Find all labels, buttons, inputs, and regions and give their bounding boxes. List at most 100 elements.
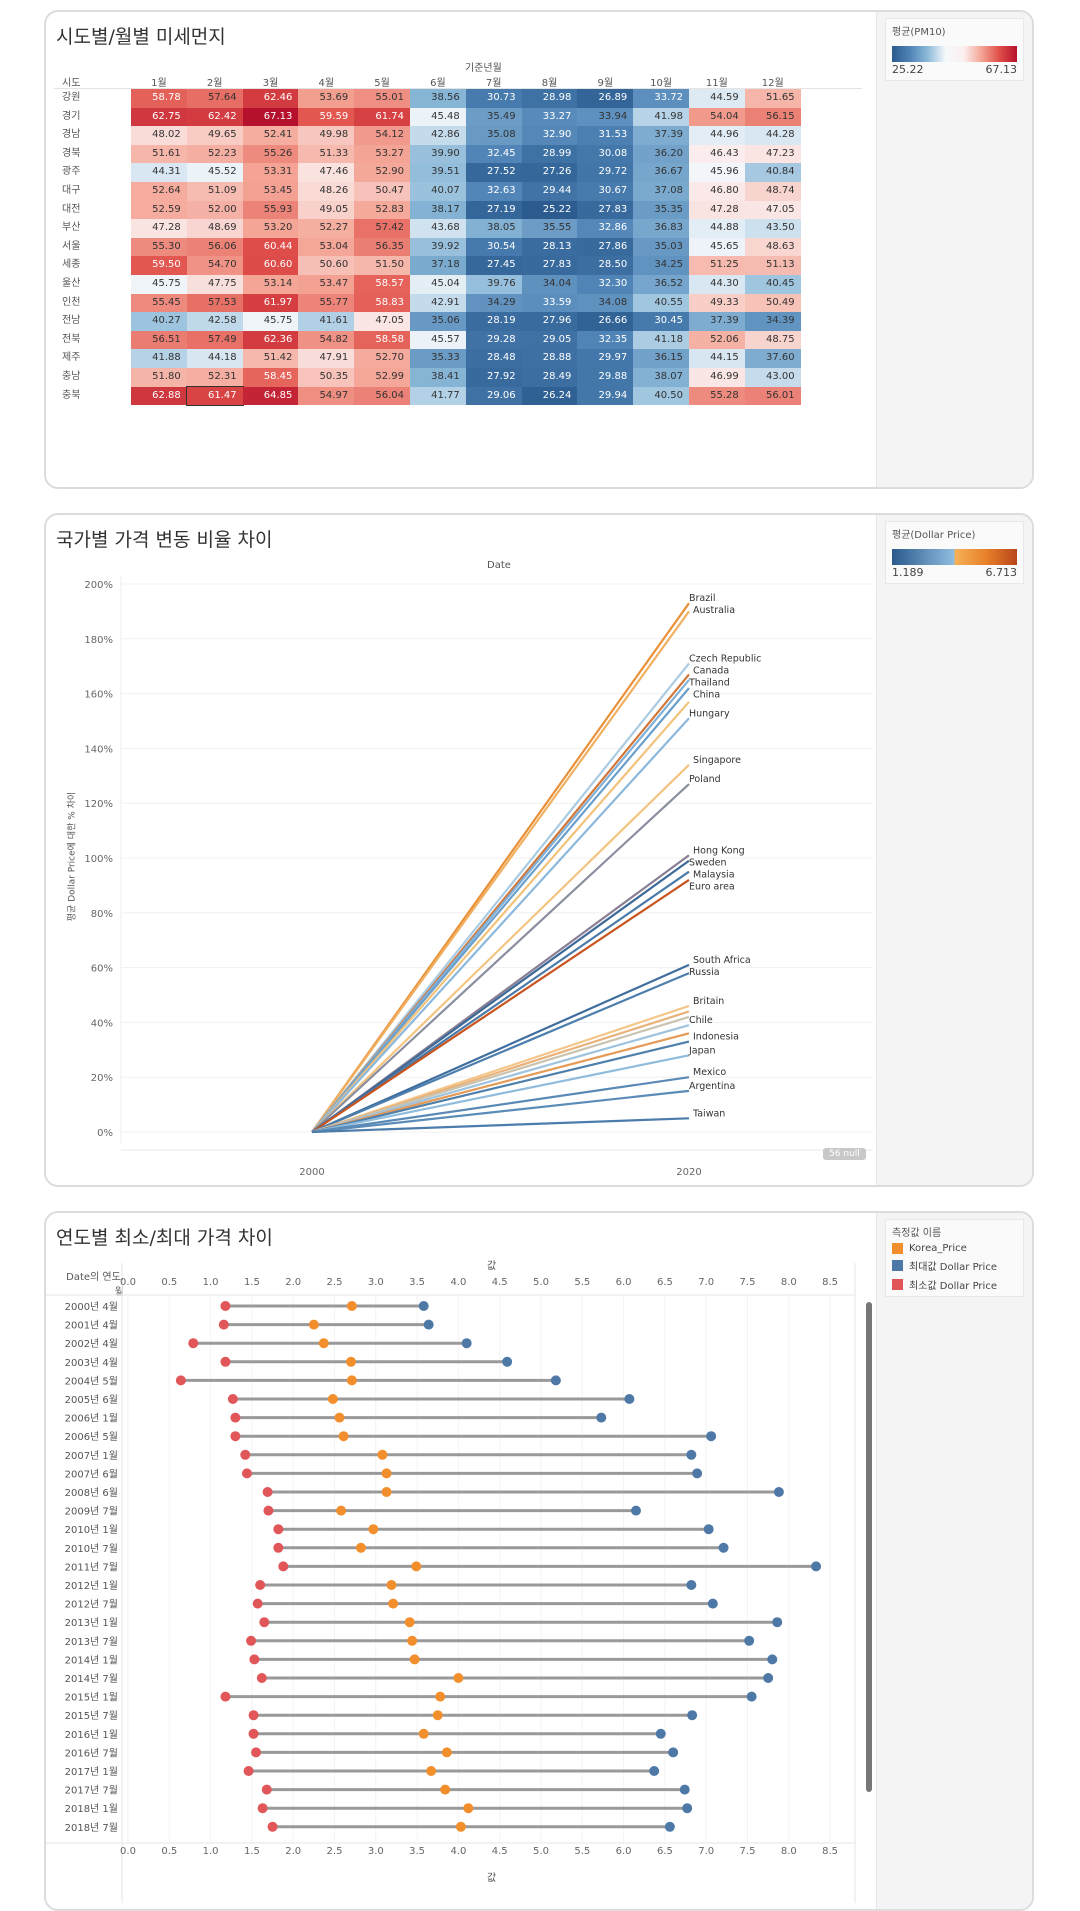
heatmap-cell[interactable]: 28.49 [521,368,578,387]
heatmap-cell[interactable]: 48.69 [186,219,243,238]
heatmap-cell[interactable]: 55.93 [242,200,299,220]
heatmap-cell[interactable]: 48.63 [744,237,801,257]
heatmap-cell[interactable]: 41.77 [410,386,466,406]
heatmap-cell[interactable]: 35.08 [465,126,522,145]
heatmap-cell[interactable]: 54.04 [689,107,745,127]
heatmap-cell[interactable]: 30.67 [577,182,634,201]
heatmap-cell[interactable]: 34.39 [744,312,801,331]
heatmap-cell[interactable]: 54.97 [298,386,355,406]
heatmap-cell[interactable]: 48.02 [131,126,187,145]
heatmap-cell[interactable]: 49.98 [298,126,355,145]
heatmap-cell[interactable]: 62.42 [186,107,243,127]
heatmap-cell[interactable]: 52.31 [186,368,243,387]
heatmap-cell[interactable]: 30.54 [465,237,522,257]
heatmap-cell[interactable]: 40.84 [744,163,801,182]
heatmap-cell[interactable]: 60.44 [242,237,299,257]
heatmap-cell[interactable]: 26.66 [577,312,634,331]
heatmap-cell[interactable]: 50.47 [354,182,410,201]
heatmap-cell[interactable]: 44.30 [689,275,745,294]
heatmap-cell[interactable]: 58.78 [131,89,187,108]
heatmap-cell[interactable]: 34.08 [577,293,634,313]
heatmap-cell[interactable]: 48.26 [298,182,355,201]
heatmap-cell[interactable]: 32.45 [465,144,522,164]
heatmap-cell[interactable]: 27.26 [521,163,578,182]
heatmap-cell[interactable]: 36.20 [633,144,689,164]
heatmap-cell[interactable]: 52.41 [242,126,299,145]
heatmap-cell[interactable]: 32.35 [577,330,634,350]
heatmap-cell[interactable]: 46.80 [689,182,745,201]
heatmap-cell[interactable]: 35.03 [633,237,689,257]
heatmap-cell[interactable]: 67.13 [242,107,299,127]
heatmap-cell[interactable]: 44.31 [131,163,187,182]
heatmap-cell[interactable]: 38.17 [410,200,466,220]
heatmap-cell[interactable]: 28.50 [577,256,634,275]
heatmap-cell[interactable]: 57.42 [354,219,410,238]
heatmap-cell[interactable]: 55.01 [354,89,410,108]
heatmap-cell[interactable]: 45.48 [410,107,466,127]
heatmap-cell[interactable]: 51.80 [131,368,187,387]
heatmap-cell[interactable]: 45.57 [410,330,466,350]
heatmap-cell[interactable]: 29.88 [577,368,634,387]
heatmap-cell[interactable]: 35.06 [410,312,466,331]
heatmap-cell[interactable]: 46.99 [689,368,745,387]
heatmap-cell[interactable]: 44.88 [689,219,745,238]
heatmap-cell[interactable]: 27.96 [521,312,578,331]
heatmap-cell[interactable]: 33.59 [521,293,578,313]
heatmap-cell[interactable]: 47.46 [298,163,355,182]
heatmap-cell[interactable]: 27.83 [521,256,578,275]
heatmap-cell[interactable]: 50.35 [298,368,355,387]
heatmap-cell[interactable]: 37.08 [633,182,689,201]
heatmap-cell[interactable]: 29.05 [521,330,578,350]
heatmap-cell[interactable]: 47.91 [298,349,355,368]
heatmap-cell[interactable]: 56.51 [131,330,187,350]
heatmap-cell[interactable]: 29.72 [577,163,634,182]
heatmap-cell[interactable]: 29.97 [577,349,634,368]
heatmap-cell[interactable]: 55.30 [131,237,187,257]
heatmap-cell[interactable]: 50.60 [298,256,355,275]
heatmap-cell[interactable]: 58.45 [242,368,299,387]
heatmap-cell[interactable]: 33.72 [633,89,689,108]
heatmap-cell[interactable]: 38.05 [465,219,522,238]
heatmap-cell[interactable]: 27.19 [465,200,522,220]
heatmap-cell[interactable]: 36.83 [633,219,689,238]
heatmap-cell[interactable]: 54.12 [354,126,410,145]
heatmap-cell[interactable]: 38.07 [633,368,689,387]
heatmap-cell[interactable]: 39.76 [465,275,522,294]
heatmap-cell[interactable]: 56.01 [744,386,801,406]
heatmap-cell[interactable]: 37.39 [633,126,689,145]
heatmap-cell[interactable]: 61.97 [242,293,299,313]
heatmap-cell[interactable]: 62.88 [131,386,187,406]
heatmap-cell[interactable]: 28.98 [521,89,578,108]
heatmap-cell[interactable]: 40.27 [131,312,187,331]
heatmap-cell[interactable]: 25.22 [521,200,578,220]
heatmap-cell[interactable]: 40.55 [633,293,689,313]
heatmap-cell[interactable]: 29.94 [577,386,634,406]
heatmap-cell[interactable]: 53.04 [298,237,355,257]
heatmap-cell[interactable]: 33.27 [521,107,578,127]
heatmap-cell[interactable]: 43.50 [744,219,801,238]
heatmap-cell[interactable]: 61.74 [354,107,410,127]
heatmap-cell[interactable]: 55.45 [131,293,187,313]
heatmap-cell[interactable]: 35.55 [521,219,578,238]
heatmap-cell[interactable]: 47.28 [689,200,745,220]
heatmap-cell[interactable]: 41.18 [633,330,689,350]
heatmap-cell[interactable]: 56.06 [186,237,243,257]
heatmap-cell[interactable]: 30.45 [633,312,689,331]
heatmap-cell[interactable]: 51.42 [242,349,299,368]
heatmap-cell[interactable]: 53.31 [242,163,299,182]
heatmap-cell[interactable]: 32.30 [577,275,634,294]
heatmap-cell[interactable]: 35.33 [410,349,466,368]
heatmap-cell[interactable]: 51.25 [689,256,745,275]
heatmap-cell[interactable]: 40.07 [410,182,466,201]
heatmap-cell[interactable]: 58.57 [354,275,410,294]
heatmap-cell[interactable]: 30.08 [577,144,634,164]
heatmap-cell[interactable]: 56.35 [354,237,410,257]
heatmap-cell[interactable]: 55.28 [689,386,745,406]
heatmap-cell[interactable]: 62.46 [242,89,299,108]
heatmap-cell[interactable]: 41.88 [131,349,187,368]
legend-item[interactable]: 최소값 Dollar Price [892,1277,1017,1292]
heatmap-cell[interactable]: 32.86 [577,219,634,238]
heatmap-cell[interactable]: 28.99 [521,144,578,164]
heatmap-cell[interactable]: 53.69 [298,89,355,108]
heatmap-cell[interactable]: 42.91 [410,293,466,313]
